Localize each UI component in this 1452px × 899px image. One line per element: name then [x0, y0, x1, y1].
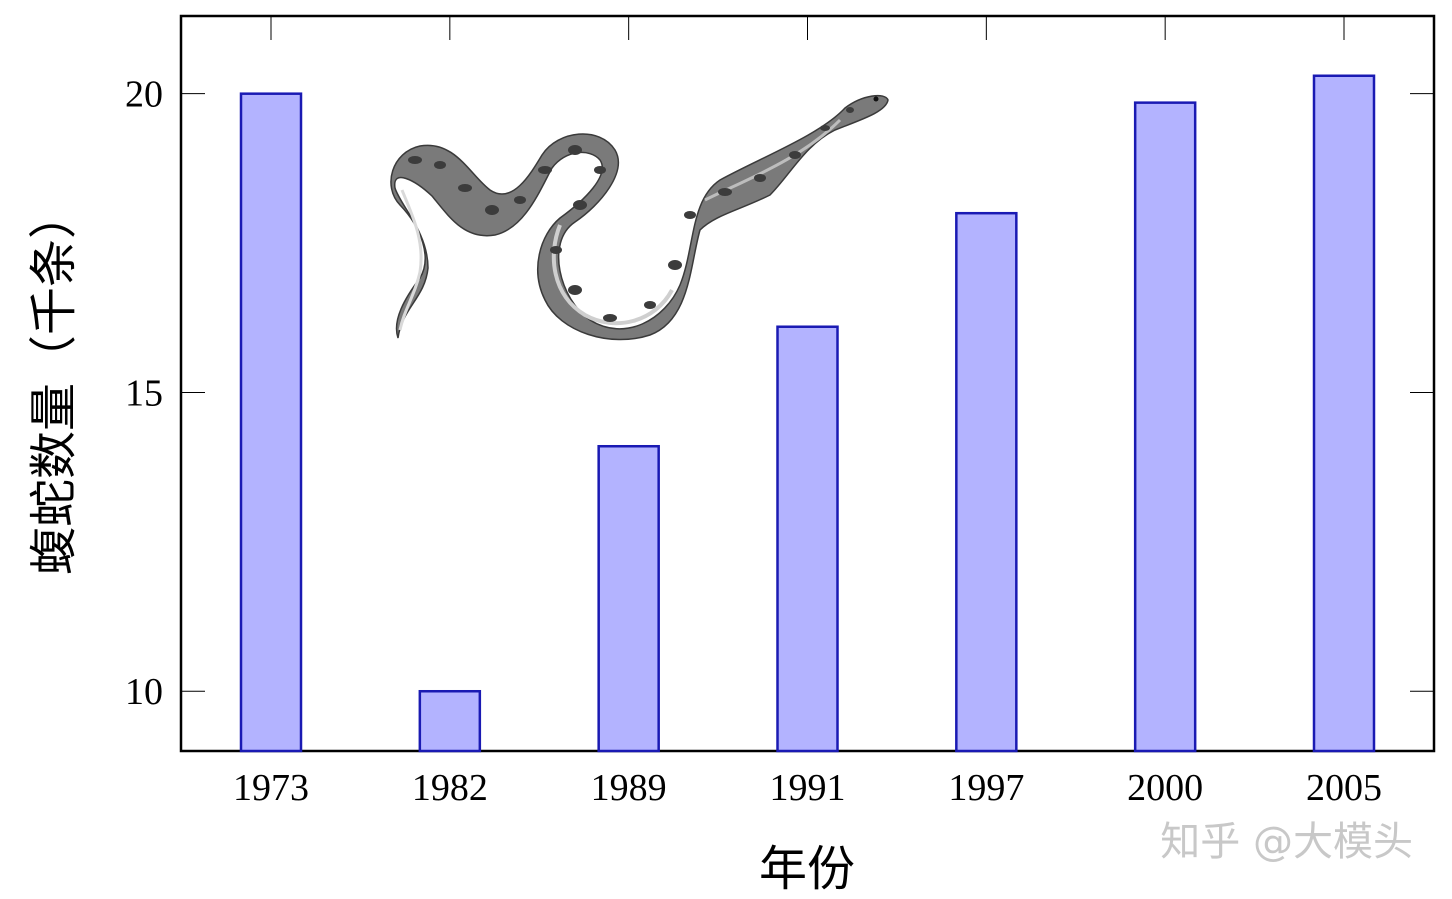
x-tick-label: 2000 [1127, 767, 1203, 809]
y-tick-label: 15 [125, 372, 163, 414]
x-tick-label: 2005 [1306, 767, 1382, 809]
y-tick-label: 10 [125, 671, 163, 713]
bar-1973 [239, 92, 303, 753]
snake-icon [390, 94, 889, 341]
x-axis-title: 年份 [759, 841, 855, 897]
bars-group [239, 74, 1376, 753]
bar-2000 [1133, 101, 1197, 753]
x-axis: 1973 1982 1989 1991 1997 2000 2005 [233, 16, 1382, 809]
y-axis: 10 15 20 [125, 74, 1434, 713]
bar-1989 [597, 444, 660, 753]
x-tick-label: 1997 [948, 767, 1024, 809]
bar-1991 [776, 325, 839, 753]
bar-1982 [418, 689, 482, 753]
x-tick-label: 1991 [770, 767, 846, 809]
x-tick-label: 1973 [233, 767, 309, 809]
bar-2005 [1312, 74, 1376, 753]
y-tick-label: 20 [125, 74, 163, 116]
watermark-text: 知乎 @大模头 [1160, 819, 1413, 865]
x-tick-label: 1982 [412, 767, 488, 809]
y-axis-title: 蝮蛇数量（千条） [26, 191, 82, 575]
x-tick-label: 1989 [591, 767, 667, 809]
bar-1997 [955, 211, 1018, 753]
